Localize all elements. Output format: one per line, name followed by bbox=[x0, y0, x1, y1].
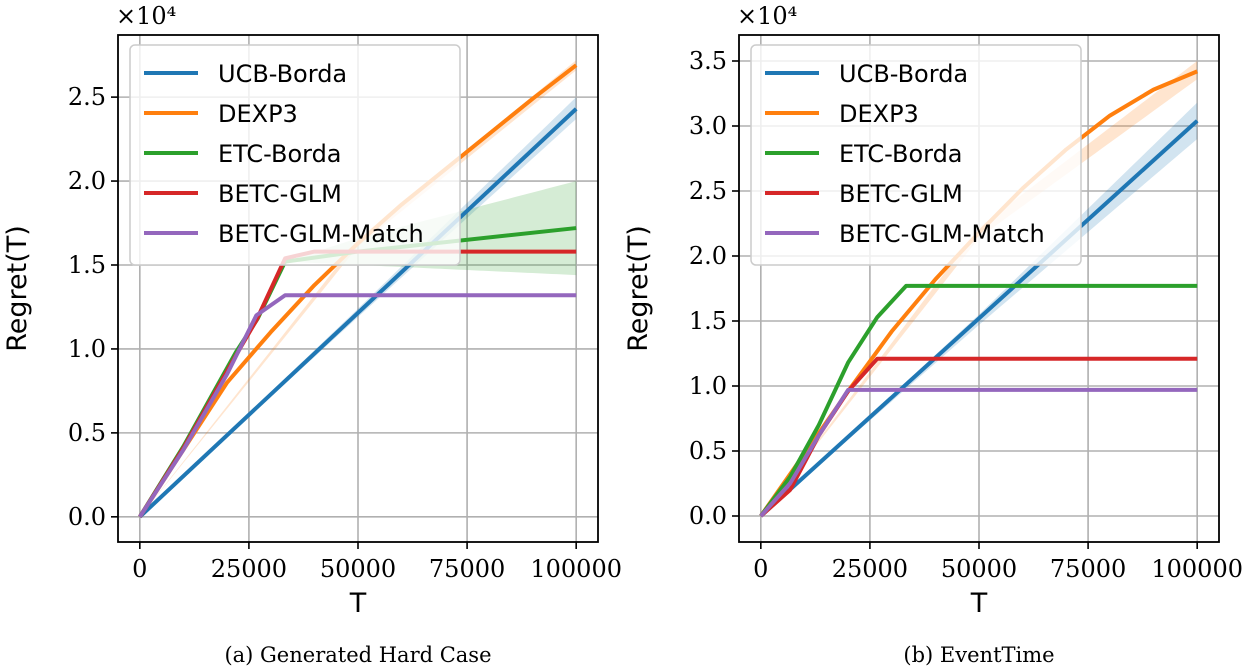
legend-box bbox=[750, 44, 1082, 266]
x-axis-label: T bbox=[349, 588, 367, 619]
y-tick-label: 0.5 bbox=[689, 437, 727, 465]
y-multiplier: ×10⁴ bbox=[116, 2, 176, 30]
y-tick-label: 2.0 bbox=[68, 167, 106, 195]
legend-entry-label: DEXP3 bbox=[218, 100, 298, 128]
y-tick-label: 1.0 bbox=[689, 372, 727, 400]
legend-entry-label: BETC-GLM-Match bbox=[218, 220, 424, 248]
legend-entry-label: ETC-Borda bbox=[839, 140, 963, 168]
legend-box bbox=[129, 44, 461, 266]
x-tick-label: 25000 bbox=[832, 555, 908, 583]
legend: UCB-Borda DEXP3 ETC-Borda BETC-GLM BETC-GLM-… bbox=[129, 44, 461, 266]
subfigure-caption: (b) EventTime bbox=[903, 643, 1054, 667]
series-line-ucb-borda bbox=[759, 119, 1199, 518]
series-line-betc-glm-match bbox=[138, 293, 577, 518]
y-tick-label: 1.5 bbox=[68, 251, 106, 279]
legend-entry-label: BETC-GLM-Match bbox=[839, 220, 1045, 248]
series-line-betc-glm-match bbox=[759, 387, 1198, 518]
y-tick-label: 0.5 bbox=[68, 419, 106, 447]
y-tick-label: 3.5 bbox=[689, 47, 727, 75]
y-tick-label: 2.5 bbox=[68, 83, 106, 111]
y-tick-label: 2.0 bbox=[689, 242, 727, 270]
y-tick-label: 0.0 bbox=[68, 503, 106, 531]
x-axis-label: T bbox=[970, 588, 988, 619]
x-tick-label: 50000 bbox=[941, 555, 1017, 583]
band-dexp3 bbox=[760, 61, 1198, 516]
legend-entry-label: UCB-Borda bbox=[839, 60, 968, 88]
x-tick-label: 75000 bbox=[429, 555, 505, 583]
legend-entry-label: UCB-Borda bbox=[218, 60, 347, 88]
x-tick-label: 75000 bbox=[1050, 555, 1126, 583]
legend-entry-label: BETC-GLM bbox=[839, 180, 963, 208]
y-multiplier: ×10⁴ bbox=[737, 2, 797, 30]
x-tick-label: 100000 bbox=[1151, 555, 1243, 583]
chart-panel-2: 0 25000 50000 75000 100000 0.0 0.5 1.0 1.5 2.0 2.5… bbox=[623, 2, 1243, 667]
y-tick-label: 1.5 bbox=[689, 307, 727, 335]
y-tick-label: 1.0 bbox=[68, 335, 106, 363]
series-line-etc-borda bbox=[759, 283, 1198, 518]
x-tick-label: 100000 bbox=[530, 555, 622, 583]
x-tick-label: 0 bbox=[753, 555, 768, 583]
x-tick-label: 50000 bbox=[320, 555, 396, 583]
legend-entry-label: BETC-GLM bbox=[218, 180, 342, 208]
legend-entry-label: ETC-Borda bbox=[218, 140, 342, 168]
x-tick-label: 25000 bbox=[211, 555, 287, 583]
chart-panel-1: 0 25000 50000 75000 100000 0.0 0.5 1.0 1.5 2.0 2.5… bbox=[2, 2, 622, 667]
y-tick-label: 0.0 bbox=[689, 502, 727, 530]
y-axis-label: Regret(T) bbox=[623, 225, 654, 352]
x-tick-label: 0 bbox=[132, 555, 147, 583]
legend-entry-label: DEXP3 bbox=[839, 100, 919, 128]
series-line-ucb-borda bbox=[138, 107, 578, 519]
legend: UCB-Borda DEXP3 ETC-Borda BETC-GLM BETC-GLM-… bbox=[750, 44, 1082, 266]
y-axis-label: Regret(T) bbox=[2, 225, 33, 352]
y-tick-label: 2.5 bbox=[689, 177, 727, 205]
subfigure-caption: (a) Generated Hard Case bbox=[224, 643, 491, 667]
y-tick-label: 3.0 bbox=[689, 112, 727, 140]
